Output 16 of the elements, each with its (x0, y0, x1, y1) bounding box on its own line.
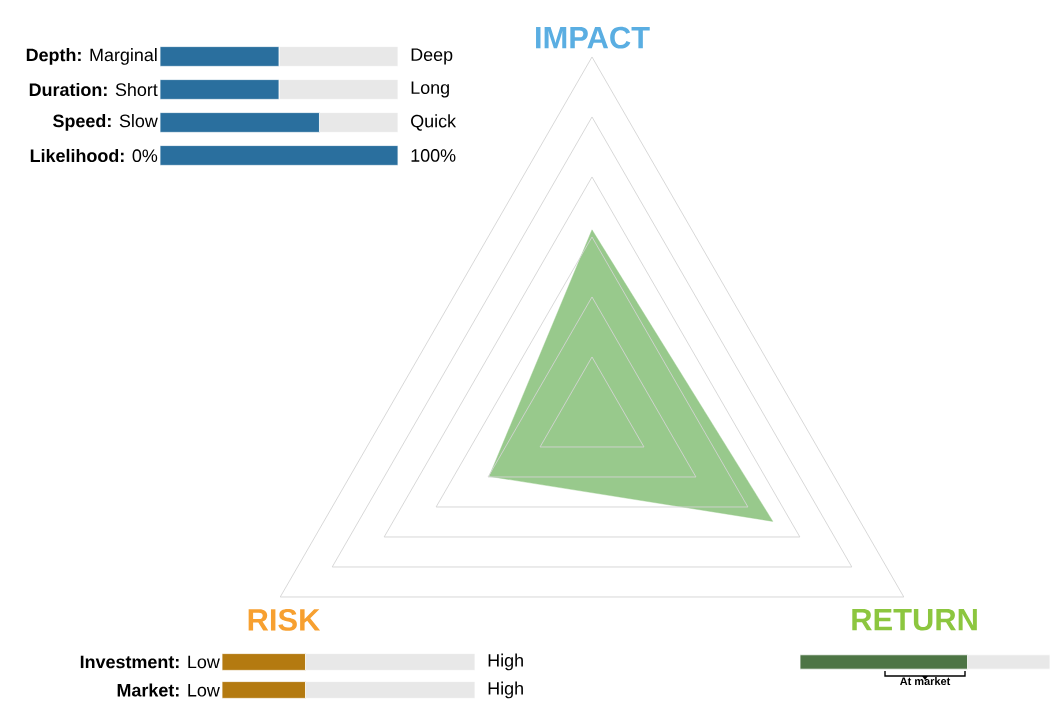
y-tick-label: Investment: Low (80, 655, 220, 669)
text: High (488, 653, 523, 671)
text: At market (900, 677, 951, 686)
y-tick-label: Market: Low (117, 683, 220, 697)
y-tick-label: Duration: Short (29, 82, 158, 97)
text: High (488, 681, 523, 699)
y-tick-label: Speed: Slow (53, 114, 158, 131)
text: Quick (411, 114, 457, 131)
y-tick-label: Likelihood: 0% (30, 148, 158, 163)
text: 100% (411, 149, 456, 162)
spoke-label: RETURN (852, 608, 977, 631)
text: Long (411, 81, 449, 98)
y-tick-label: Depth: Marginal (26, 48, 157, 65)
text: Deep (411, 48, 453, 65)
spoke-label: RISK (248, 608, 321, 631)
spoke-label: IMPACT (536, 26, 650, 49)
